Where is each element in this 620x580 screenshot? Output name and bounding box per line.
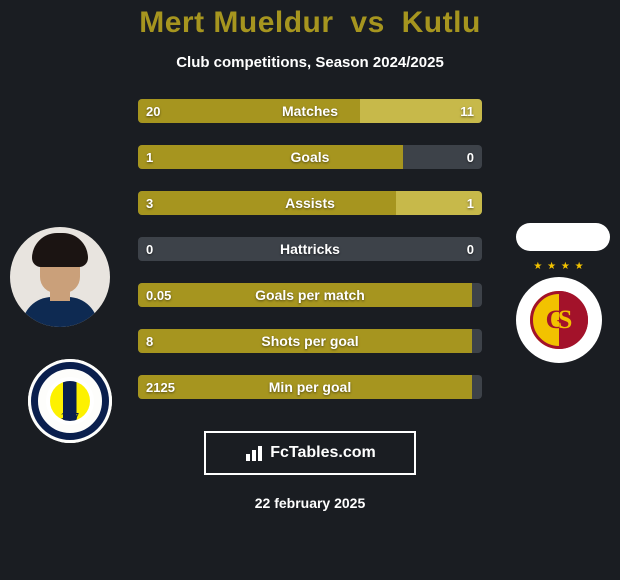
title-vs: vs: [350, 6, 384, 39]
brand-label: FcTables.com: [270, 444, 376, 462]
fenerbahce-badge: 1907: [28, 359, 112, 443]
bar-chart-icon: [244, 445, 264, 461]
bar-player1: [138, 283, 472, 307]
stat-value-player1: 0: [138, 237, 161, 261]
player1-name: Mert Mueldur: [139, 6, 333, 39]
avatar-body: [22, 297, 98, 327]
bar-player1: [138, 99, 360, 123]
badge-letters: GS: [530, 291, 588, 349]
badge-year: 1907: [28, 412, 112, 421]
bar-player1: [138, 191, 396, 215]
bar-player1: [138, 145, 403, 169]
bar-player1: [138, 375, 472, 399]
player2-photo: [516, 223, 610, 251]
galatasaray-badge: GS: [530, 291, 588, 349]
club-right-badge: GS: [516, 277, 602, 363]
stat-row: 31Assists: [138, 191, 482, 215]
subtitle: Club competitions, Season 2024/2025: [0, 54, 620, 71]
bars-column: 2011Matches10Goals31Assists00Hattricks0.…: [138, 99, 482, 421]
stat-row: 0.05Goals per match: [138, 283, 482, 307]
stat-value-player2: 0: [459, 237, 482, 261]
avatar-hair: [32, 233, 88, 267]
date-line: 22 february 2025: [0, 495, 620, 511]
comparison-chart: 2011Matches10Goals31Assists00Hattricks0.…: [0, 99, 620, 419]
stat-label: Hattricks: [138, 237, 482, 261]
badge-letter-s: S: [558, 305, 572, 335]
player2-name: Kutlu: [402, 6, 481, 39]
stat-row: 2125Min per goal: [138, 375, 482, 399]
brand-box: FcTables.com: [204, 431, 416, 475]
stat-value-player2: 0: [459, 145, 482, 169]
stat-row: 2011Matches: [138, 99, 482, 123]
player1-photo: [10, 227, 110, 327]
stat-row: 0 0Hattricks: [138, 237, 482, 261]
club-right-stars: ★ ★ ★ ★: [522, 261, 596, 272]
bar-player1: [138, 329, 472, 353]
club-left-badge: 1907: [28, 359, 112, 443]
comparison-card: Mert Mueldur vs Kutlu Club competitions,…: [0, 0, 620, 580]
bar-player2: [396, 191, 482, 215]
stat-row: 8Shots per goal: [138, 329, 482, 353]
stat-row: 10Goals: [138, 145, 482, 169]
page-title: Mert Mueldur vs Kutlu: [0, 6, 620, 40]
bar-player2: [360, 99, 482, 123]
